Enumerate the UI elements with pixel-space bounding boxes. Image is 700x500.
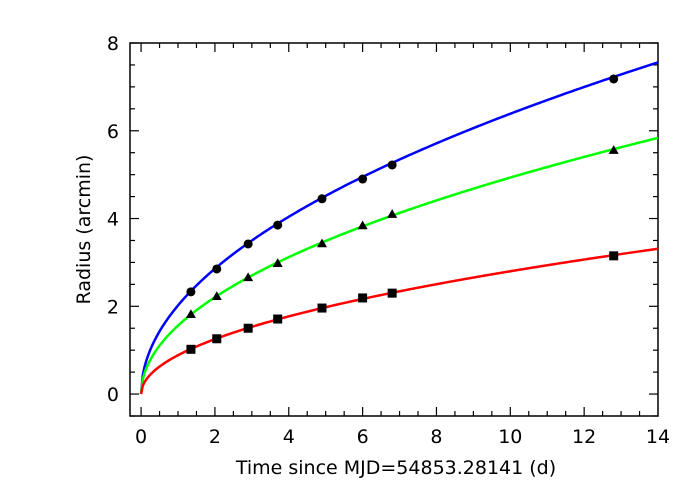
y-axis-title: Radius (arcmin) xyxy=(73,155,95,305)
fit-curve xyxy=(139,136,659,395)
data-point-square xyxy=(609,251,619,261)
data-point-square xyxy=(387,288,397,298)
data-point-triangle xyxy=(185,309,196,318)
x-axis-title: Time since MJD=54853.28141 (d) xyxy=(235,457,556,479)
fit-curves xyxy=(139,61,659,395)
data-point-triangle xyxy=(211,291,222,300)
data-point-triangle xyxy=(357,220,368,230)
x-tick-label: 14 xyxy=(646,426,670,448)
fit-curve xyxy=(139,61,659,395)
data-point-square xyxy=(273,314,283,324)
data-point-circle xyxy=(186,287,196,297)
y-tick-label: 0 xyxy=(107,384,119,406)
x-tick-labels: 0 2 4 6 8 10 12 14 xyxy=(135,426,670,448)
data-point-square xyxy=(212,334,222,344)
data-point-square xyxy=(358,293,368,303)
x-tick-label: 6 xyxy=(357,426,369,448)
x-tick-label: 0 xyxy=(135,426,147,448)
x-tick-label: 12 xyxy=(572,426,596,448)
x-tick-label: 8 xyxy=(430,426,442,448)
axis-ticks xyxy=(130,42,658,417)
data-point-circle xyxy=(212,264,222,274)
y-tick-label: 4 xyxy=(107,209,119,231)
data-point-circle xyxy=(273,220,283,230)
data-point-circle xyxy=(358,174,368,184)
data-point-circle xyxy=(387,160,397,170)
data-point-triangle xyxy=(608,145,619,154)
data-point-triangle xyxy=(272,258,283,268)
fit-curve xyxy=(139,247,659,395)
y-tick-label: 2 xyxy=(107,296,119,318)
data-point-triangle xyxy=(243,272,254,282)
data-point-square xyxy=(186,344,196,354)
data-point-square xyxy=(317,303,327,313)
data-point-circle xyxy=(317,194,327,204)
y-tick-labels: 0 2 4 6 8 xyxy=(107,33,119,406)
y-tick-label: 8 xyxy=(107,33,119,55)
x-tick-label: 4 xyxy=(283,426,295,448)
data-point-circle xyxy=(609,74,619,84)
data-point-triangle xyxy=(317,238,327,248)
data-point-triangle xyxy=(387,209,398,218)
data-markers xyxy=(185,74,619,354)
y-tick-label: 6 xyxy=(107,121,119,143)
x-tick-label: 2 xyxy=(209,426,221,448)
plot-frame xyxy=(129,42,659,417)
data-point-square xyxy=(243,323,253,333)
data-point-circle xyxy=(243,239,253,249)
x-tick-label: 10 xyxy=(498,426,522,448)
